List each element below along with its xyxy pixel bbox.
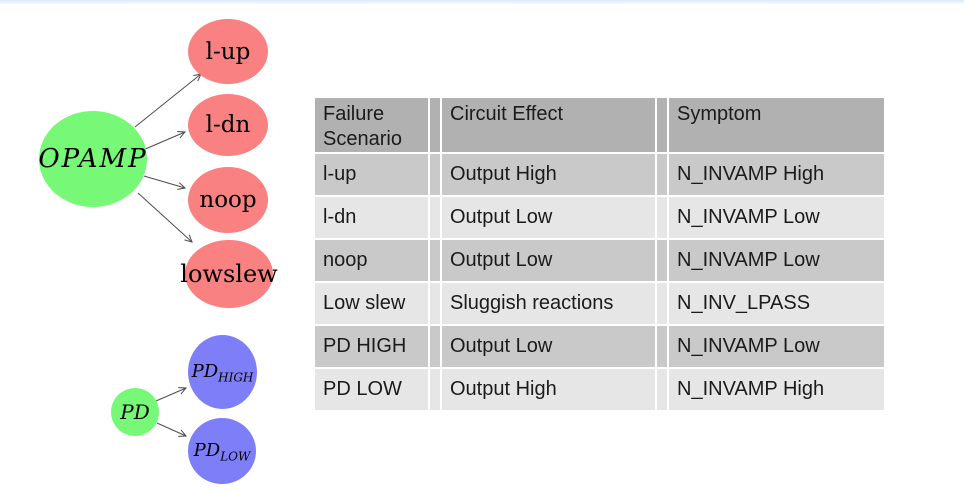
cell-symptom: N_INVAMP High	[669, 369, 884, 410]
cell-spacer	[657, 369, 667, 410]
cell-symptom: N_INVAMP High	[669, 154, 884, 195]
table-row-l-dn: l-dn Output Low N_INVAMP Low	[315, 197, 884, 238]
node-pd-high-label: PDHIGH	[191, 360, 254, 385]
node-noop: noop	[188, 167, 268, 233]
node-pd-low-label: PDLOW	[193, 439, 251, 464]
cell-scenario: noop	[315, 240, 428, 281]
node-opamp: OPAMP	[38, 111, 148, 207]
arrow-opamp-to-l-up	[134, 73, 202, 128]
node-l-dn: l-dn	[188, 94, 268, 156]
cell-effect: Output Low	[442, 197, 655, 238]
cell-effect: Output High	[442, 369, 655, 410]
top-accent-bar	[0, 0, 964, 4]
cell-spacer	[657, 197, 667, 238]
cell-scenario: Low slew	[315, 283, 428, 324]
node-lowslew-label: lowslew	[180, 260, 278, 288]
cell-spacer	[430, 197, 440, 238]
cell-symptom: N_INVAMP Low	[669, 326, 884, 367]
table-row-pd-low: PD LOW Output High N_INVAMP High	[315, 369, 884, 410]
table-row-l-up: l-up Output High N_INVAMP High	[315, 154, 884, 195]
table-header-row: Failure Scenario Circuit Effect Symptom	[315, 98, 884, 152]
node-l-up-label: l-up	[205, 38, 251, 65]
cell-spacer	[657, 240, 667, 281]
node-pd: PD	[111, 388, 159, 436]
cell-symptom: N_INVAMP Low	[669, 240, 884, 281]
table-row-noop: noop Output Low N_INVAMP Low	[315, 240, 884, 281]
cell-spacer	[430, 283, 440, 324]
cell-scenario: l-up	[315, 154, 428, 195]
failure-scenario-table: Failure Scenario Circuit Effect Symptom …	[313, 96, 886, 412]
arrow-opamp-to-l-dn	[142, 131, 187, 151]
header-spacer-2	[657, 98, 667, 152]
cell-spacer	[430, 369, 440, 410]
table-row-low-slew: Low slew Sluggish reactions N_INV_LPASS	[315, 283, 884, 324]
node-lowslew: lowslew	[180, 240, 278, 308]
arrow-pd-to-pd-high	[155, 387, 188, 402]
arrow-opamp-to-lowslew	[137, 192, 193, 243]
table-row-pd-high: PD HIGH Output Low N_INVAMP Low	[315, 326, 884, 367]
cell-spacer	[430, 154, 440, 195]
node-noop-label: noop	[199, 187, 257, 213]
node-l-up: l-up	[188, 19, 268, 84]
fault-tree-diagram: OPAMP l-up l-dn noop lowslew PD PDHIGH P…	[0, 0, 312, 492]
cell-spacer	[657, 283, 667, 324]
header-symptom: Symptom	[669, 98, 884, 152]
cell-effect: Output High	[442, 154, 655, 195]
node-pd-label: PD	[120, 400, 150, 424]
cell-scenario: PD LOW	[315, 369, 428, 410]
cell-effect: Sluggish reactions	[442, 283, 655, 324]
node-l-dn-label: l-dn	[205, 112, 251, 138]
cell-effect: Output Low	[442, 326, 655, 367]
cell-spacer	[430, 326, 440, 367]
node-pd-low: PDLOW	[188, 418, 256, 484]
cell-spacer	[657, 326, 667, 367]
node-opamp-label: OPAMP	[38, 144, 148, 174]
cell-scenario: l-dn	[315, 197, 428, 238]
node-pd-high: PDHIGH	[188, 335, 257, 409]
arrow-pd-to-pd-low	[156, 422, 188, 437]
cell-effect: Output Low	[442, 240, 655, 281]
header-circuit-effect: Circuit Effect	[442, 98, 655, 152]
diagram-edges	[134, 73, 202, 437]
cell-symptom: N_INVAMP Low	[669, 197, 884, 238]
cell-symptom: N_INV_LPASS	[669, 283, 884, 324]
cell-spacer	[430, 240, 440, 281]
header-spacer-1	[430, 98, 440, 152]
header-failure-scenario: Failure Scenario	[315, 98, 428, 152]
arrow-opamp-to-noop	[143, 175, 187, 190]
cell-spacer	[657, 154, 667, 195]
cell-scenario: PD HIGH	[315, 326, 428, 367]
